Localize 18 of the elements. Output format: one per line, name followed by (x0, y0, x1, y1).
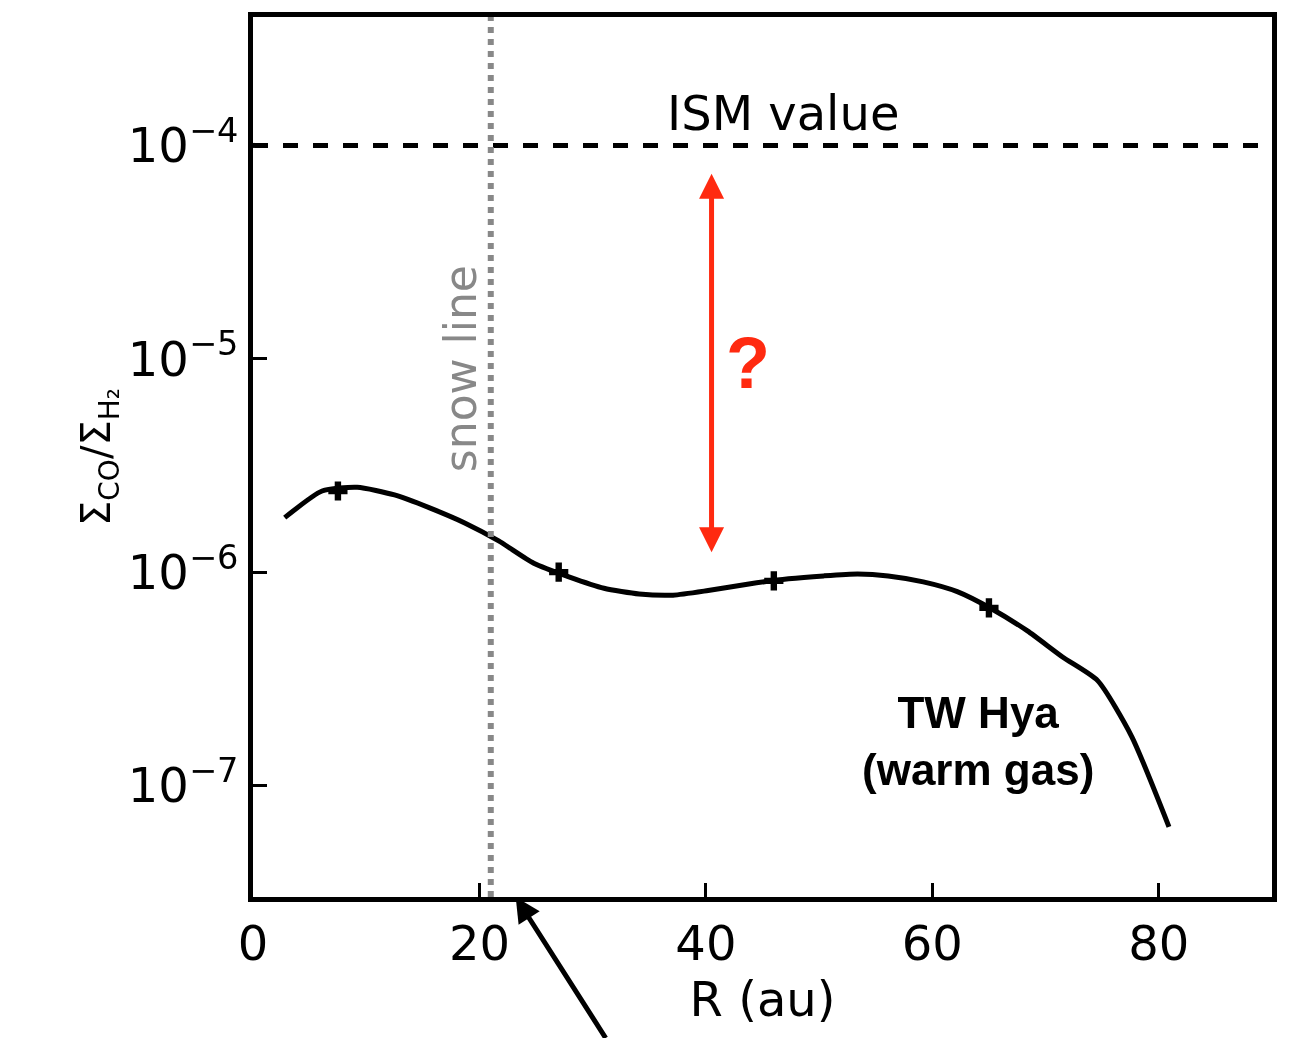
point (979, 598, 999, 618)
x-tick-label: 80 (1128, 914, 1190, 971)
ref-line-label: ISM value (667, 85, 900, 141)
y-tick-label: 10$^{−7}$ (127, 751, 239, 814)
y-tick-label: 10$^{−5}$ (127, 324, 239, 387)
point (328, 481, 348, 501)
x-tick-label: 0 (237, 914, 269, 971)
annotation: TW Hya (warm gas) (862, 688, 1095, 795)
x-tick-label: 40 (675, 914, 737, 971)
x-tick-label: 60 (901, 914, 963, 971)
point (549, 562, 569, 582)
x-tick-label: 20 (448, 914, 510, 971)
y-tick-label: 10$^{−6}$ (127, 537, 239, 600)
point (764, 571, 784, 591)
y-tick-label: 10$^{−4}$ (127, 111, 239, 174)
ref-line-label: snow line (435, 265, 487, 473)
annotation: ? (726, 323, 770, 403)
x-axis-title: R (au) (689, 970, 836, 1027)
